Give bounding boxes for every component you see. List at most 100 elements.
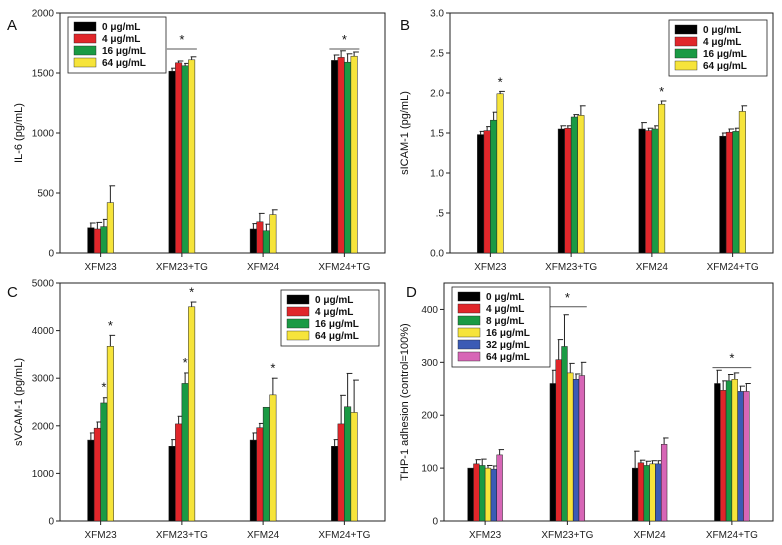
legend-label: 4 μg/mL (486, 304, 524, 315)
legend-label: 0 μg/mL (102, 22, 140, 33)
x-tick-label: XFM24 (247, 530, 280, 541)
x-tick-label: XFM23+TG (156, 262, 208, 273)
bar (725, 380, 733, 522)
bar (344, 406, 352, 522)
legend-label: 0 μg/mL (486, 292, 524, 303)
bar (638, 128, 646, 254)
x-tick-label: XFM24+TG (318, 262, 370, 273)
legend-swatch (457, 327, 481, 338)
bar (269, 214, 277, 254)
legend-swatch (674, 36, 698, 47)
legend-label: 0 μg/mL (315, 295, 353, 306)
x-tick-label: XFM24 (634, 530, 667, 541)
legend-label: 64 μg/mL (315, 331, 359, 342)
y-tick-label: 1000 (32, 129, 55, 140)
legend-swatch (457, 315, 481, 326)
bar (564, 127, 572, 254)
y-tick-label: 300 (421, 358, 438, 369)
legend-swatch (457, 351, 481, 362)
legend-label: 0 μg/mL (703, 25, 741, 36)
legend-label: 4 μg/mL (315, 307, 353, 318)
bar (350, 55, 358, 254)
significance-star: * (565, 290, 570, 305)
bar (645, 130, 653, 254)
bar (738, 111, 746, 254)
bar (631, 467, 639, 522)
bar (344, 61, 352, 254)
bar (477, 134, 485, 254)
panel-label: B (400, 17, 410, 34)
legend-swatch (457, 291, 481, 302)
y-tick-label: 2000 (32, 9, 55, 20)
bar (557, 128, 565, 254)
legend-label: 16 μg/mL (102, 46, 146, 57)
legend-swatch (286, 306, 310, 317)
x-tick-label: XFM23+TG (541, 530, 593, 541)
bar (331, 446, 339, 522)
bar (467, 467, 474, 522)
bar (496, 93, 504, 254)
bar (561, 346, 568, 522)
bar (256, 427, 264, 522)
bar (256, 221, 264, 254)
bar (490, 468, 497, 522)
y-axis-label: sICAM-1 (pg/mL) (399, 91, 411, 175)
significance-star: * (498, 75, 503, 90)
x-tick-label: XFM23 (85, 262, 118, 273)
y-tick-label: .5 (436, 209, 445, 220)
bar (555, 359, 562, 522)
x-tick-label: XFM23 (469, 530, 502, 541)
legend-swatch (674, 60, 698, 71)
legend-swatch (73, 45, 97, 56)
bar (637, 462, 645, 522)
x-tick-label: XFM24+TG (706, 530, 758, 541)
y-axis-label: THP-1 adhesion (control=100%) (399, 323, 411, 480)
bar (331, 60, 339, 254)
significance-star: * (183, 355, 188, 370)
plot-frame (59, 282, 386, 522)
bar (350, 412, 358, 522)
bar (262, 406, 270, 522)
y-tick-label: 2000 (32, 421, 55, 432)
bar (93, 228, 101, 254)
bar (732, 131, 740, 254)
bar (572, 379, 580, 522)
legend-label: 16 μg/mL (315, 319, 359, 330)
bar (719, 135, 727, 254)
bar (269, 394, 277, 522)
legend-label: 64 μg/mL (486, 352, 530, 363)
legend-label: 8 μg/mL (486, 316, 524, 327)
bar (496, 454, 503, 522)
significance-star: * (342, 32, 347, 47)
panel-label: D (406, 284, 417, 301)
significance-star: * (659, 84, 664, 99)
significance-star: * (101, 380, 106, 395)
bar (93, 427, 101, 522)
x-tick-label: XFM24+TG (707, 262, 759, 273)
chart-panel-a: A IL-6 (pg/mL) 0 500 1000 1500 2000 XFM23 XFM23+… (7, 9, 386, 273)
bar (181, 383, 189, 522)
significance-star: * (270, 360, 275, 375)
bar (743, 391, 750, 522)
legend-label: 16 μg/mL (703, 49, 747, 60)
bar (567, 372, 574, 522)
legend-label: 4 μg/mL (703, 37, 741, 48)
y-tick-label: 500 (37, 189, 54, 200)
legend-swatch (73, 57, 97, 68)
x-tick-label: XFM24 (636, 262, 669, 273)
panel-label: A (7, 17, 17, 34)
y-tick-label: 3.0 (430, 9, 444, 20)
bar (655, 463, 662, 522)
bar (168, 70, 176, 254)
bar (87, 439, 95, 522)
y-tick-label: 4000 (32, 326, 55, 337)
y-tick-label: 100 (421, 464, 438, 475)
significance-star: * (729, 351, 734, 366)
y-tick-label: 2.0 (430, 89, 444, 100)
bar (577, 115, 585, 254)
